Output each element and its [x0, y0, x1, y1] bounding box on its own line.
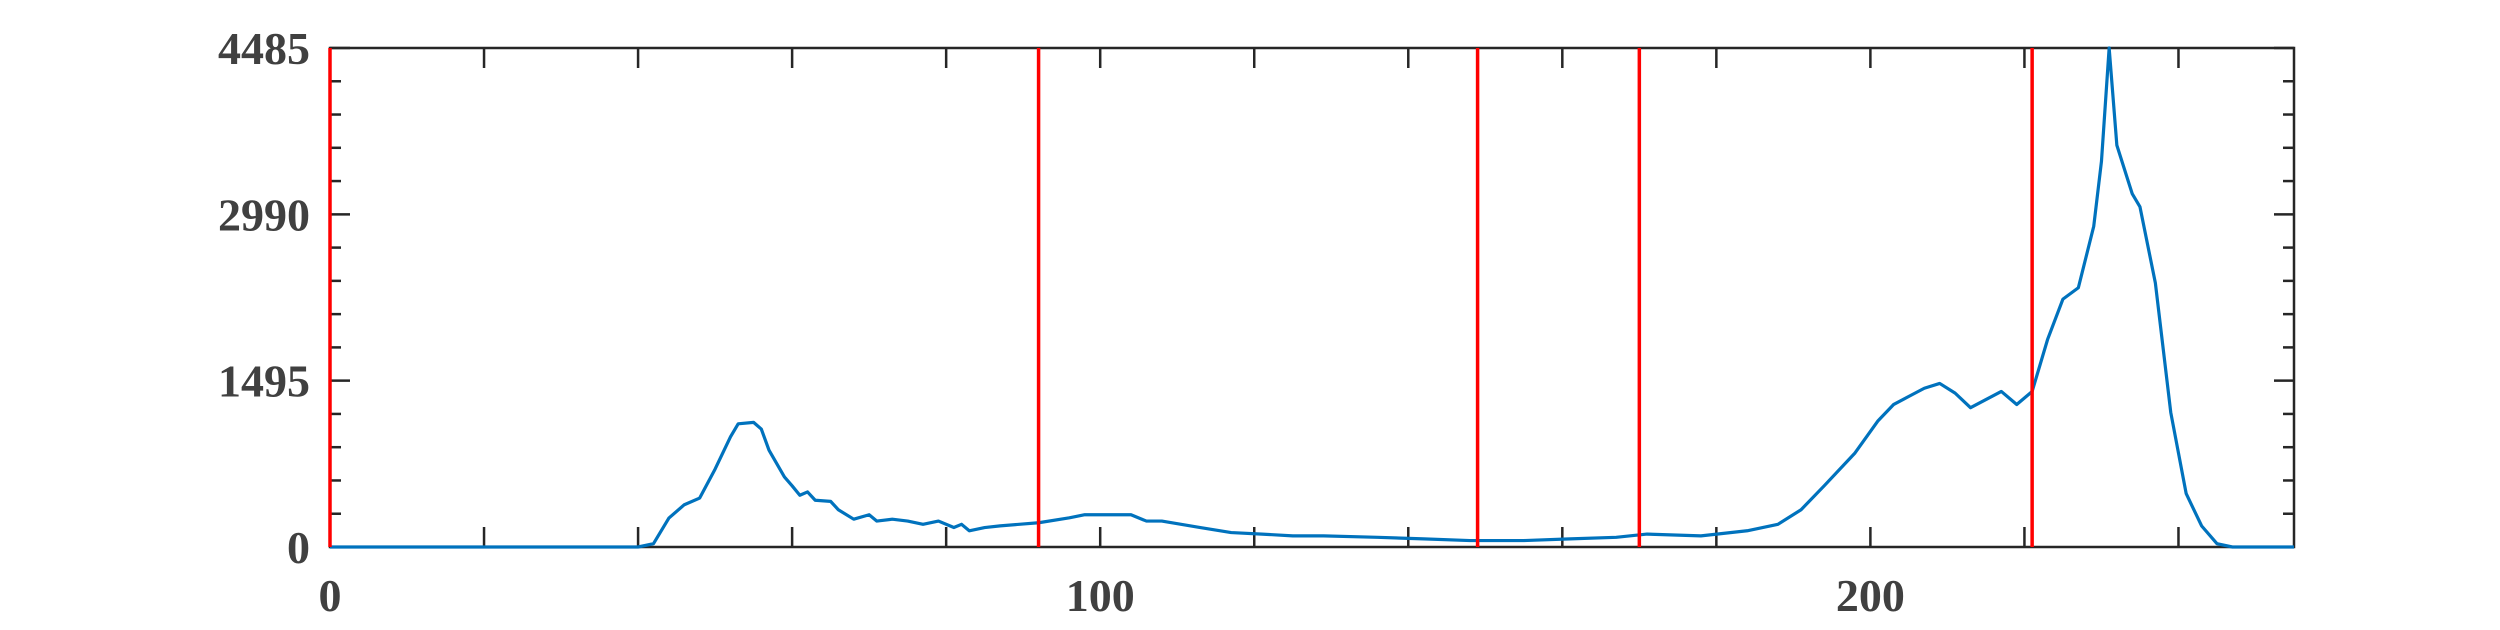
plot-frame — [328, 46, 2296, 549]
y-tick-label: 0 — [287, 522, 310, 573]
y-tick-label: 1495 — [218, 356, 310, 407]
y-tick-label: 2990 — [218, 189, 310, 240]
x-tick-label: 200 — [1836, 570, 1905, 621]
x-tick-label: 100 — [1066, 570, 1135, 621]
y-tick-label: 4485 — [218, 23, 310, 74]
data-line — [330, 46, 2294, 549]
x-tick-label: 0 — [319, 570, 342, 621]
